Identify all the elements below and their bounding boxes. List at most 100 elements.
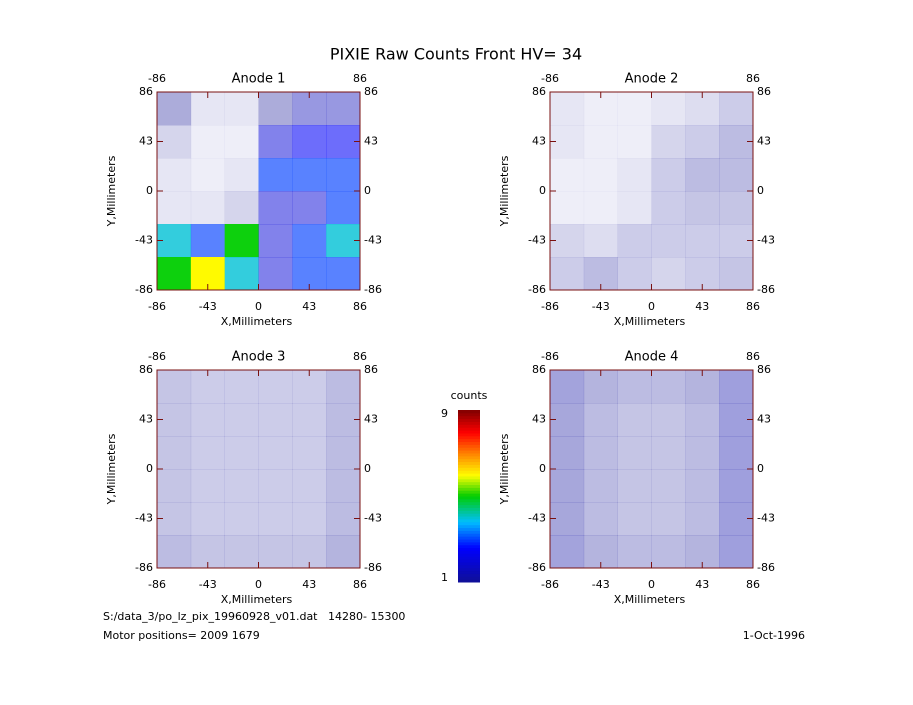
heat-cell xyxy=(326,191,361,225)
colorbar-slice xyxy=(458,412,480,417)
colorbar-slice xyxy=(458,539,480,543)
colorbar-slice xyxy=(458,473,480,477)
colorbar-slice xyxy=(458,484,480,488)
colorbar-slice xyxy=(458,556,480,560)
heat-cell xyxy=(258,125,293,159)
heat-cell xyxy=(224,257,259,291)
heat-cell xyxy=(550,191,585,225)
heat-cell xyxy=(157,469,192,503)
y-tick-label-right: -86 xyxy=(364,283,382,296)
y-tick-label-right: 43 xyxy=(364,135,378,148)
heat-cell xyxy=(190,224,225,258)
heat-cell xyxy=(224,92,259,126)
y-axis-label: Y,Millimeters xyxy=(105,433,118,505)
colorbar-slice xyxy=(458,573,480,577)
x-tick-label: 86 xyxy=(746,300,760,313)
x-tick-label: 43 xyxy=(695,578,709,591)
colorbar-slice xyxy=(458,530,480,534)
x-tick-label: -86 xyxy=(148,300,166,313)
y-tick-label-right: 43 xyxy=(757,135,771,148)
y-tick-label-right: -43 xyxy=(757,512,775,525)
heat-cell xyxy=(651,224,686,258)
heat-cell xyxy=(583,469,618,503)
colorbar-slice xyxy=(458,481,480,486)
colorbar-slice xyxy=(458,507,480,511)
top-edge-label: 86 xyxy=(353,350,367,363)
panel-title: Anode 1 xyxy=(232,72,286,87)
heat-cell xyxy=(190,125,225,159)
heat-cell xyxy=(651,370,686,404)
y-tick-label-right: 0 xyxy=(364,184,371,197)
y-tick-label: -43 xyxy=(528,234,546,247)
heat-cell xyxy=(617,436,652,470)
heat-cell xyxy=(651,469,686,503)
colorbar-slice xyxy=(458,516,480,520)
colorbar-label: counts xyxy=(451,389,488,402)
colorbar-slice xyxy=(458,461,480,465)
colorbar-slice xyxy=(458,564,480,569)
x-tick-label: 0 xyxy=(648,300,655,313)
x-tick-label: 86 xyxy=(353,300,367,313)
y-tick-label-right: 43 xyxy=(757,413,771,426)
heat-cell xyxy=(292,158,327,192)
heat-cell xyxy=(326,469,361,503)
heat-cell xyxy=(292,125,327,159)
colorbar-slice xyxy=(458,467,480,471)
heat-cell xyxy=(550,158,585,192)
x-tick-label: 86 xyxy=(353,578,367,591)
y-tick-label-right: 86 xyxy=(364,363,378,376)
colorbar-slice xyxy=(458,464,480,468)
x-tick-label: 43 xyxy=(302,578,316,591)
colorbar-slice xyxy=(458,501,480,506)
heat-cell xyxy=(190,191,225,225)
heat-cell xyxy=(258,191,293,225)
heat-cell xyxy=(651,158,686,192)
top-edge-label: 86 xyxy=(353,72,367,85)
heat-cell xyxy=(685,403,720,437)
colorbar-slice xyxy=(458,527,480,531)
top-edge-label: -86 xyxy=(541,350,559,363)
motor-info: Motor positions= 2009 1679 xyxy=(103,629,260,642)
y-axis-label: Y,Millimeters xyxy=(105,155,118,227)
colorbar-slice xyxy=(458,518,480,523)
y-tick-label-right: -86 xyxy=(757,561,775,574)
heat-cell xyxy=(719,158,754,192)
heat-cell xyxy=(651,436,686,470)
heat-cell xyxy=(651,535,686,569)
heat-cell xyxy=(326,158,361,192)
x-tick-label: -43 xyxy=(199,300,217,313)
colorbar-slice xyxy=(458,498,480,503)
heat-cell xyxy=(617,92,652,126)
heat-cell xyxy=(224,158,259,192)
heat-cell xyxy=(292,224,327,258)
heat-cell xyxy=(157,257,192,291)
top-edge-label: -86 xyxy=(148,72,166,85)
x-tick-label: 0 xyxy=(255,578,262,591)
heat-cell xyxy=(617,502,652,536)
colorbar-slice xyxy=(458,553,480,557)
heat-cell xyxy=(326,436,361,470)
colorbar-tick-label: 1 xyxy=(441,571,448,584)
colorbar-slice xyxy=(458,524,480,529)
colorbar-slice xyxy=(458,493,480,497)
x-axis-label: X,Millimeters xyxy=(221,315,293,328)
date: 1-Oct-1996 xyxy=(743,629,805,642)
heat-cell xyxy=(651,502,686,536)
heat-cell xyxy=(157,158,192,192)
colorbar-slice xyxy=(458,510,480,514)
y-tick-label-right: -86 xyxy=(757,283,775,296)
heat-cell xyxy=(685,436,720,470)
y-tick-label: 43 xyxy=(532,135,546,148)
heat-cell xyxy=(258,92,293,126)
heat-cell xyxy=(292,436,327,470)
x-axis-label: X,Millimeters xyxy=(614,315,686,328)
heat-cell xyxy=(224,403,259,437)
heat-cell xyxy=(617,191,652,225)
y-tick-label: 86 xyxy=(532,85,546,98)
panel-title: Anode 3 xyxy=(232,350,286,365)
heat-cell xyxy=(258,370,293,404)
heat-cell xyxy=(685,224,720,258)
colorbar-slice xyxy=(458,432,480,437)
heat-cell xyxy=(326,370,361,404)
